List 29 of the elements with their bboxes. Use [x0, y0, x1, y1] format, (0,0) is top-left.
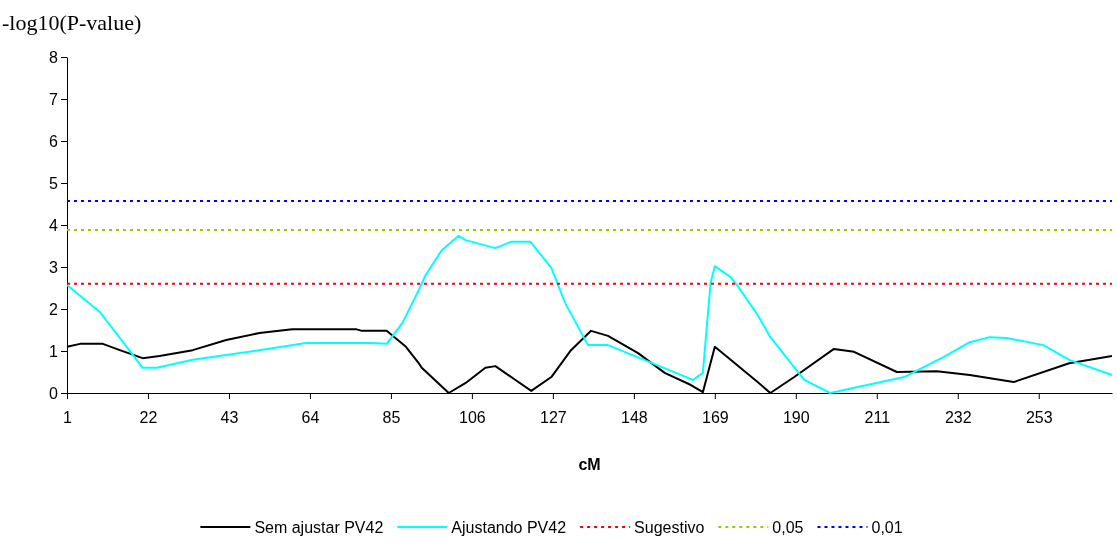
- x-tick-label: 43: [220, 408, 239, 426]
- x-axis-title: cM: [578, 456, 601, 473]
- x-tick-label: 211: [864, 408, 891, 426]
- y-tick-label: 0: [49, 384, 59, 402]
- x-tick-label: 1: [63, 408, 73, 426]
- x-tick-label: 148: [620, 408, 648, 426]
- y-tick-label: 7: [49, 90, 59, 108]
- legend-label: Ajustando PV42: [451, 519, 567, 536]
- x-tick-label: 253: [1025, 408, 1053, 426]
- x-tick-label: 169: [701, 408, 729, 426]
- y-tick-label: 1: [49, 342, 59, 360]
- legend-label: Sugestivo: [634, 519, 705, 536]
- y-tick-label: 6: [49, 132, 59, 150]
- x-tick-label: 127: [540, 408, 567, 426]
- x-tick-label: 106: [459, 408, 486, 426]
- x-tick-label: 22: [139, 408, 158, 426]
- y-tick-label: 8: [49, 48, 59, 66]
- y-axis-title: -log10(P-value): [2, 10, 142, 35]
- legend-label: 0,05: [772, 519, 804, 536]
- x-tick-label: 85: [382, 408, 401, 426]
- x-tick-label: 190: [782, 408, 810, 426]
- y-tick-label: 3: [49, 258, 59, 276]
- legend-label: Sem ajustar PV42: [254, 519, 384, 536]
- y-tick-label: 4: [49, 216, 59, 234]
- legend-label: 0,01: [871, 519, 903, 536]
- y-tick-label: 2: [49, 300, 59, 318]
- y-tick-label: 5: [49, 174, 59, 192]
- x-tick-label: 232: [944, 408, 972, 426]
- x-tick-label: 64: [301, 408, 320, 426]
